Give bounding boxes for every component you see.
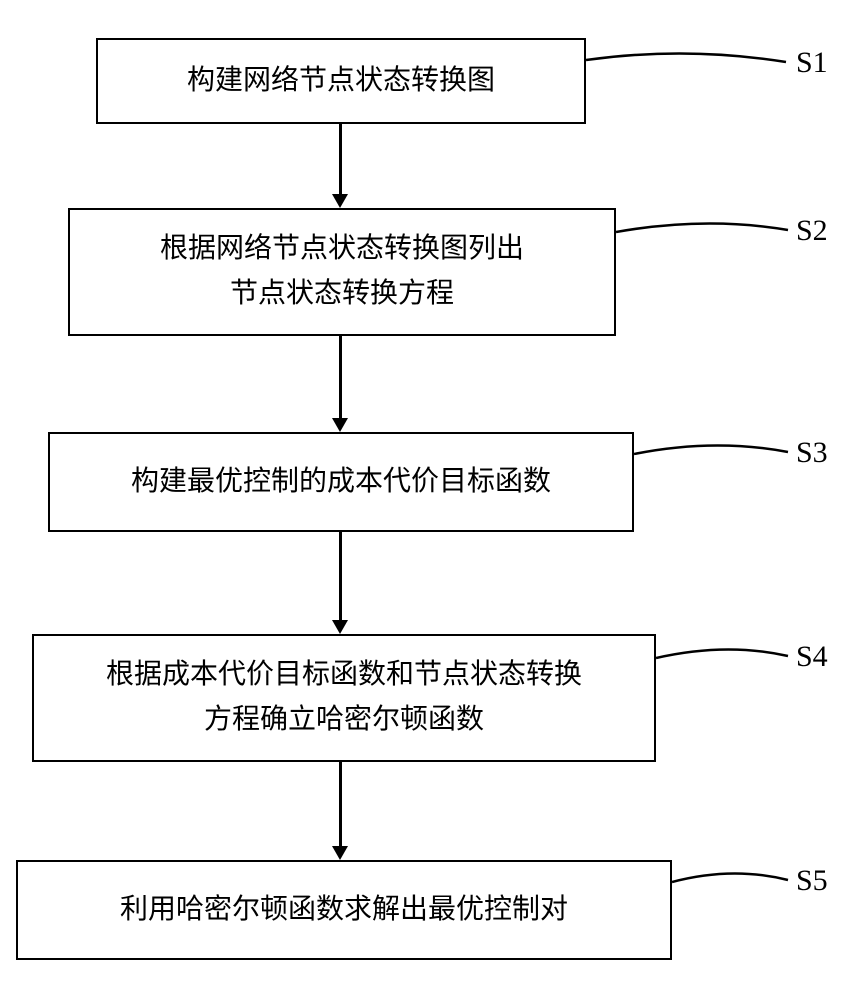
flow-node-s3-text: 构建最优控制的成本代价目标函数 <box>131 460 551 505</box>
arrow-head-s3-s4 <box>332 620 348 634</box>
flow-node-s5-text: 利用哈密尔顿函数求解出最优控制对 <box>120 888 568 933</box>
step-label-s1: S1 <box>796 46 828 80</box>
step-label-s5: S5 <box>796 864 828 898</box>
flow-node-s3: 构建最优控制的成本代价目标函数 <box>48 432 634 532</box>
flow-node-s5: 利用哈密尔顿函数求解出最优控制对 <box>16 860 672 960</box>
arrow-s4-s5 <box>339 762 342 846</box>
flowchart-container: 构建网络节点状态转换图 S1 根据网络节点状态转换图列出 节点状态转换方程 S2… <box>0 0 866 1000</box>
flow-node-s1: 构建网络节点状态转换图 <box>96 38 586 124</box>
flow-node-s4-text: 根据成本代价目标函数和节点状态转换 方程确立哈密尔顿函数 <box>106 653 582 743</box>
arrow-head-s4-s5 <box>332 846 348 860</box>
step-label-s3: S3 <box>796 436 828 470</box>
arrow-s3-s4 <box>339 532 342 620</box>
step-label-s2: S2 <box>796 214 828 248</box>
flow-node-s2: 根据网络节点状态转换图列出 节点状态转换方程 <box>68 208 616 336</box>
leader-line-s4 <box>656 640 796 680</box>
step-label-s4: S4 <box>796 640 828 674</box>
leader-line-s2 <box>616 214 796 254</box>
arrow-head-s2-s3 <box>332 418 348 432</box>
leader-line-s1 <box>586 44 796 84</box>
flow-node-s2-text: 根据网络节点状态转换图列出 节点状态转换方程 <box>160 227 524 317</box>
arrow-head-s1-s2 <box>332 194 348 208</box>
flow-node-s1-text: 构建网络节点状态转换图 <box>187 59 495 104</box>
flow-node-s4: 根据成本代价目标函数和节点状态转换 方程确立哈密尔顿函数 <box>32 634 656 762</box>
leader-line-s3 <box>634 436 796 476</box>
arrow-s2-s3 <box>339 336 342 418</box>
arrow-s1-s2 <box>339 124 342 194</box>
leader-line-s5 <box>672 864 796 904</box>
